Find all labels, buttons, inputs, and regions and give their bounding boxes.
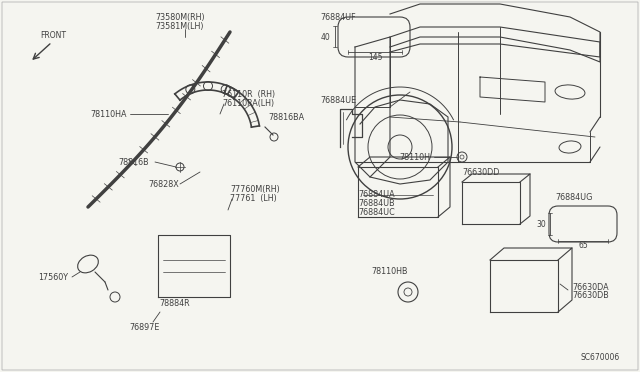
Text: FRONT: FRONT [40, 31, 66, 40]
Text: 73580M(RH): 73580M(RH) [155, 13, 205, 22]
Text: 76884UE: 76884UE [320, 96, 356, 105]
Text: 76630DA: 76630DA [572, 282, 609, 292]
Text: 78884R: 78884R [160, 299, 190, 308]
Text: 77760M(RH): 77760M(RH) [230, 185, 280, 193]
Text: 78110HB: 78110HB [372, 267, 408, 276]
Text: 78816BA: 78816BA [268, 112, 304, 122]
Text: 76884UC: 76884UC [358, 208, 395, 217]
Text: 30: 30 [536, 219, 546, 228]
Text: 76630DB: 76630DB [572, 292, 609, 301]
Text: 76884UA: 76884UA [358, 189, 395, 199]
Text: 78816B: 78816B [118, 157, 148, 167]
Text: 17560Y: 17560Y [38, 273, 68, 282]
Text: 76884UG: 76884UG [555, 192, 593, 202]
Text: 145: 145 [368, 52, 382, 61]
Text: 73581M(LH): 73581M(LH) [155, 22, 204, 31]
Text: 76630DD: 76630DD [462, 167, 499, 176]
Text: 76110R  (RH): 76110R (RH) [222, 90, 275, 99]
Text: 76110RA(LH): 76110RA(LH) [222, 99, 274, 108]
Text: 78110HA: 78110HA [90, 109, 127, 119]
Text: 78110H: 78110H [399, 153, 430, 161]
Text: 76884UF: 76884UF [320, 13, 356, 22]
Text: 77761  (LH): 77761 (LH) [230, 193, 276, 202]
Text: 40: 40 [320, 32, 330, 42]
Text: 76828X: 76828X [148, 180, 179, 189]
Text: SC670006: SC670006 [580, 353, 620, 362]
Text: 76884UB: 76884UB [358, 199, 395, 208]
Text: 65: 65 [578, 241, 588, 250]
Text: 76897E: 76897E [130, 323, 160, 331]
